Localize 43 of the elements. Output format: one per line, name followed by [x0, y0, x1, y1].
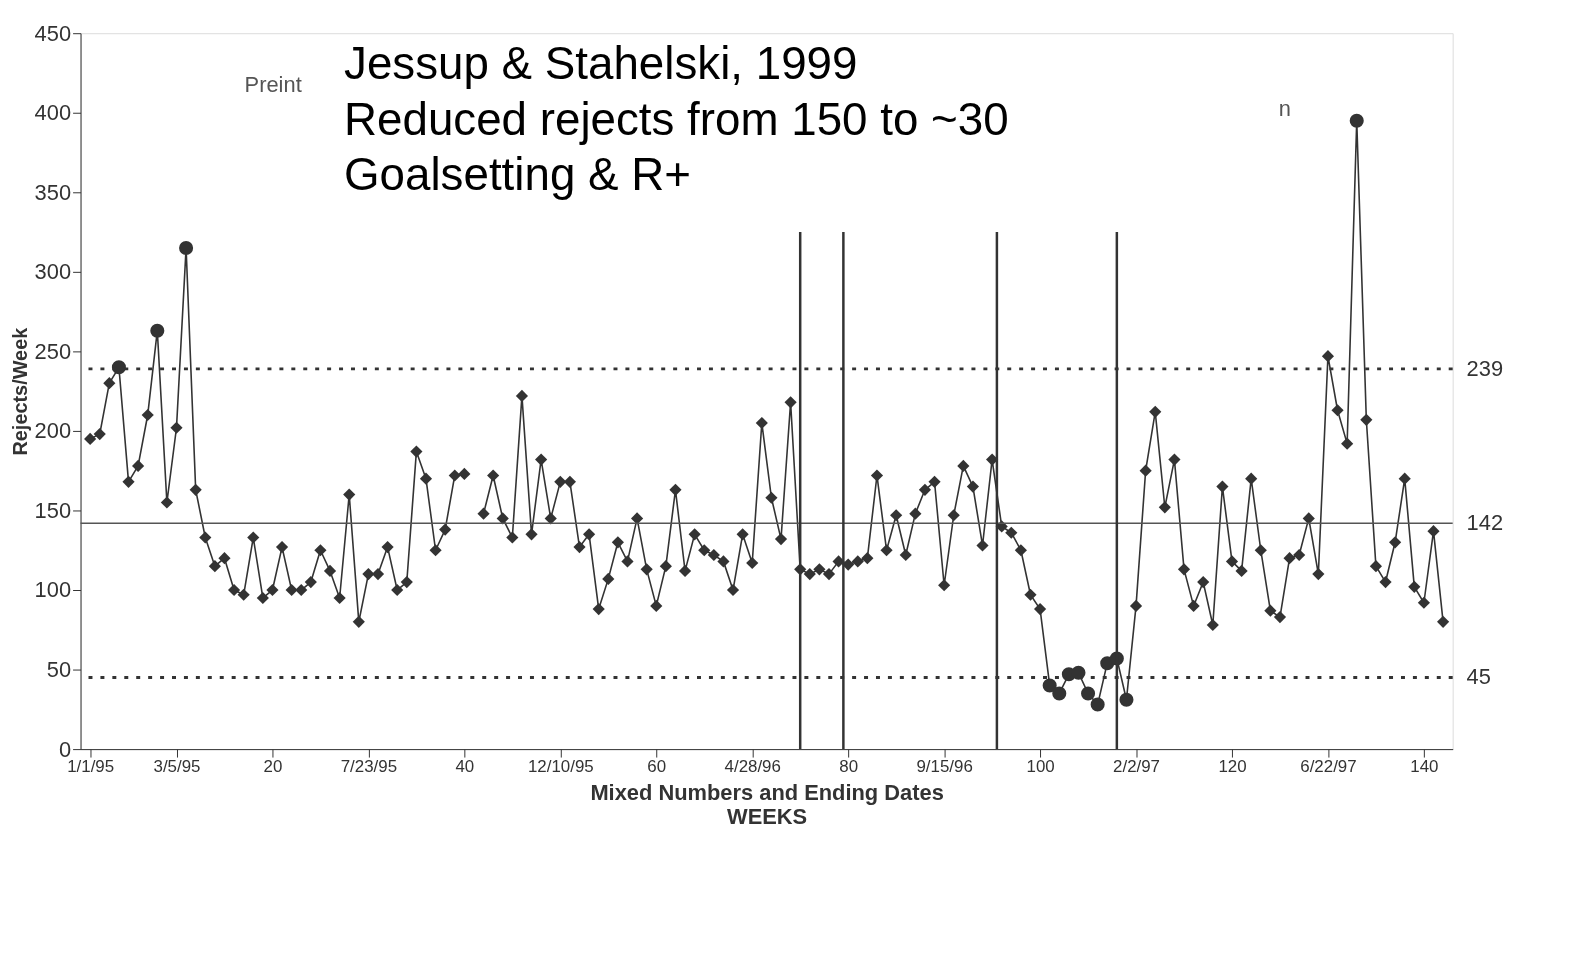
x-tick-label: 12/10/95: [527, 757, 594, 777]
x-tick-label: 6/22/97: [1300, 757, 1357, 777]
annotation: Jessup & Stahelski, 1999: [344, 37, 858, 89]
x-axis-title: Mixed Numbers and Ending Dates WEEKS: [590, 780, 944, 830]
y-tick-label: 400: [34, 100, 72, 126]
point: [1090, 697, 1105, 712]
point: [1052, 686, 1067, 701]
x-tick-label: 20: [263, 757, 283, 777]
point: [1349, 113, 1364, 128]
y-tick-label: 300: [34, 259, 72, 285]
ref-line-label: 142: [1466, 510, 1504, 536]
y-tick-label: 200: [34, 418, 72, 444]
annotation: n: [1278, 95, 1291, 121]
x-tick-label: 140: [1410, 757, 1439, 777]
x-tick-label: 120: [1218, 757, 1247, 777]
y-tick-label: 350: [34, 179, 72, 205]
x-tick-label: 80: [839, 757, 859, 777]
y-tick-label: 450: [34, 20, 72, 46]
y-tick-label: 50: [46, 657, 72, 683]
annotation: Reduced rejects from 150 to ~30: [344, 93, 1009, 145]
x-tick-label: 40: [455, 757, 475, 777]
x-tick-label: 3/5/95: [153, 757, 201, 777]
point: [1081, 686, 1096, 701]
x-tick-label: 100: [1026, 757, 1055, 777]
ref-line-label: 239: [1466, 355, 1504, 381]
x-tick-label: 4/28/96: [724, 757, 781, 777]
x-tick-label: 2/2/97: [1113, 757, 1161, 777]
x-tick-label: 60: [647, 757, 667, 777]
point: [179, 240, 194, 255]
x-tick-label: 1/1/95: [67, 757, 115, 777]
y-tick-label: 250: [34, 338, 72, 364]
ref-line-label: 45: [1466, 664, 1491, 690]
annotation: Preint: [244, 71, 302, 97]
x-tick-label: 9/15/96: [916, 757, 973, 777]
point: [1042, 678, 1057, 693]
y-tick-label: 150: [34, 497, 72, 523]
point: [150, 323, 165, 338]
x-tick-label: 7/23/95: [340, 757, 398, 777]
annotation: Goalsetting & R+: [344, 149, 691, 201]
point: [1119, 692, 1134, 707]
y-axis-title: Rejects/Week: [8, 326, 31, 456]
y-tick-label: 100: [34, 577, 72, 603]
point: [1071, 665, 1086, 680]
